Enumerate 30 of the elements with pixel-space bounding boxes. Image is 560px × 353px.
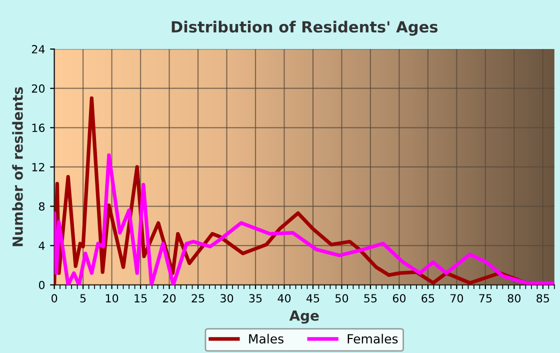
x-tick-label: 0 — [52, 294, 58, 302]
y-tick-label: 12 — [32, 162, 44, 172]
x-tick-label: 55 — [364, 294, 377, 302]
x-tick-label: 80 — [508, 294, 520, 302]
x-tick-label: 85 — [536, 294, 550, 302]
y-axis-title: Number of residents — [12, 87, 23, 246]
y-tick-label: 0 — [38, 280, 45, 290]
x-tick-label: 45 — [306, 294, 320, 302]
x-tick-label: 65 — [422, 294, 434, 302]
x-tick-label: 5 — [80, 294, 86, 302]
x-axis-title: Age — [289, 310, 319, 324]
y-tick-label: 20 — [32, 84, 45, 93]
x-tick-label: 75 — [479, 294, 492, 302]
legend-label: Males — [249, 334, 284, 344]
y-tick-label: 24 — [32, 45, 45, 54]
x-tick-label: 25 — [192, 294, 204, 302]
legend-label: Females — [348, 334, 398, 344]
x-tick-label: 20 — [163, 294, 176, 302]
x-tick-label: 60 — [392, 294, 406, 302]
y-tick-label: 4 — [38, 242, 45, 250]
chart-title: Distribution of Residents' Ages — [172, 20, 438, 36]
y-tick-label: 16 — [32, 124, 45, 132]
x-tick-label: 30 — [220, 294, 234, 302]
x-tick-label: 10 — [106, 294, 118, 302]
x-tick-label: 70 — [450, 294, 464, 302]
x-tick-label: 35 — [249, 294, 262, 302]
y-tick-label: 8 — [38, 202, 45, 211]
x-tick-label: 15 — [134, 294, 147, 302]
x-tick-label: 50 — [336, 294, 348, 302]
x-tick-label: 40 — [278, 294, 291, 302]
